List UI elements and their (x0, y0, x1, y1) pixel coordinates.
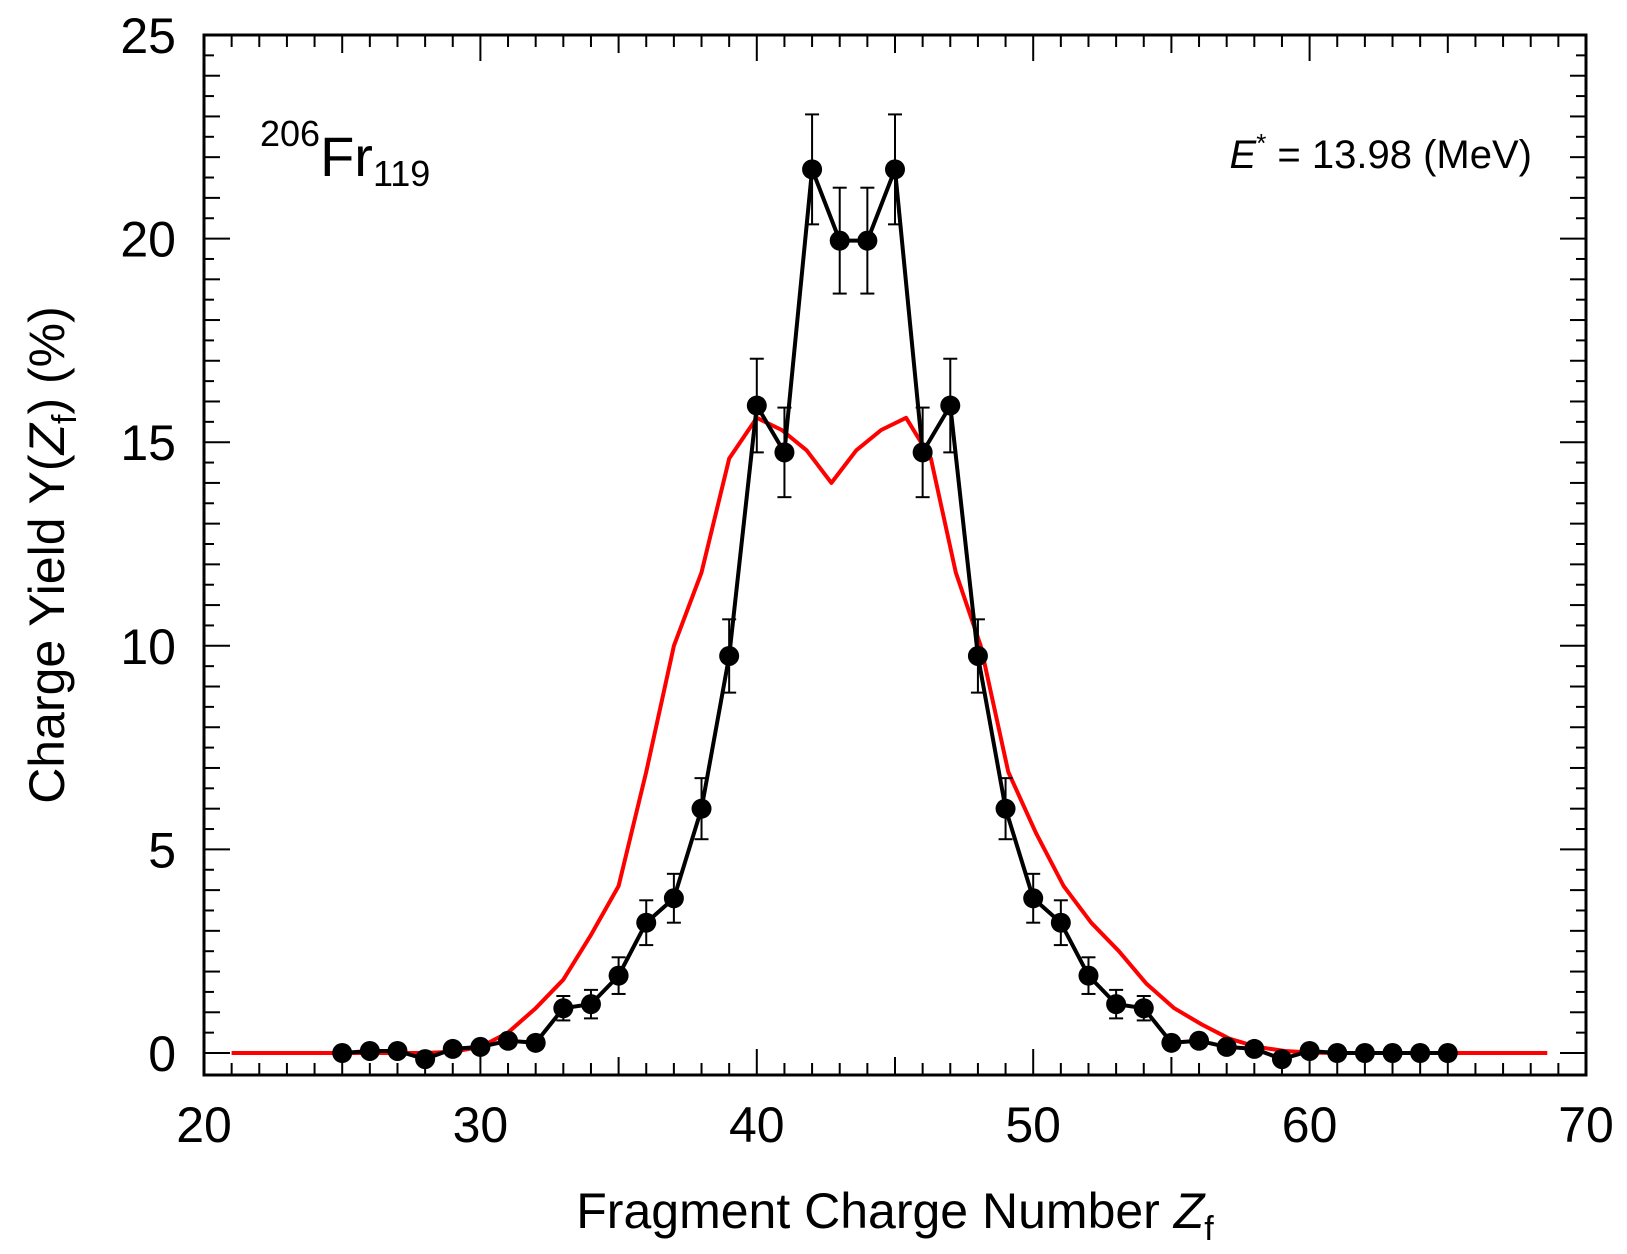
y-tick-label: 20 (120, 212, 176, 268)
data-point (498, 1030, 519, 1051)
data-point (829, 230, 850, 251)
data-point (663, 888, 684, 909)
data-point (1327, 1043, 1348, 1063)
data-point (691, 798, 712, 819)
tick-labels: 20 30 40 50 60 70 0 5 10 15 20 25 (120, 8, 1613, 1153)
nucleus-label: 206Fr119 (260, 113, 430, 194)
data-point (553, 998, 574, 1019)
data-line (342, 167, 1448, 1062)
data-point (442, 1038, 463, 1059)
data-series (332, 113, 1458, 1070)
data-point (1271, 1049, 1292, 1070)
data-point (967, 645, 988, 666)
data-point (415, 1049, 436, 1070)
y-tick-label: 15 (120, 415, 176, 471)
data-point (1133, 998, 1154, 1019)
x-tick-label: 20 (176, 1097, 232, 1153)
x-axis-title: Fragment Charge Number Zf (576, 1183, 1214, 1248)
data-point (1382, 1043, 1403, 1063)
y-tick-label: 25 (120, 8, 176, 64)
data-point (1078, 965, 1099, 986)
x-tick-label: 40 (729, 1097, 785, 1153)
data-point (608, 965, 629, 986)
data-point (746, 395, 767, 416)
data-point (857, 230, 878, 251)
data-point (719, 645, 740, 666)
data-point (774, 442, 795, 463)
data-point (995, 798, 1016, 819)
excitation-energy-label: E* = 13.98 (MeV) (1230, 128, 1533, 177)
data-point (1189, 1030, 1210, 1051)
y-tick-label: 0 (148, 1026, 176, 1082)
data-point (359, 1040, 380, 1061)
data-point (1437, 1043, 1458, 1063)
data-point (332, 1043, 353, 1063)
data-point (1023, 888, 1044, 909)
axis-ticks (203, 34, 1587, 1075)
data-point (1244, 1038, 1265, 1059)
x-tick-label: 70 (1558, 1097, 1614, 1153)
data-point (636, 912, 657, 933)
data-point (387, 1040, 408, 1061)
data-point (1050, 912, 1071, 933)
data-point (1410, 1043, 1431, 1063)
data-point (470, 1036, 491, 1057)
data-point (885, 159, 905, 180)
y-axis-title: Charge Yield Y(Zf) (%) (19, 306, 84, 804)
data-point (940, 395, 961, 416)
data-point (912, 442, 933, 463)
data-point (580, 994, 601, 1015)
data-point (1161, 1032, 1182, 1053)
y-tick-label: 5 (148, 822, 176, 878)
data-point (1216, 1036, 1237, 1057)
model-curve (231, 415, 1548, 1055)
data-point (525, 1032, 546, 1053)
data-point (1299, 1040, 1320, 1061)
data-point (802, 159, 823, 180)
x-tick-label: 30 (453, 1097, 509, 1153)
data-point (1106, 994, 1127, 1015)
x-tick-label: 50 (1005, 1097, 1061, 1153)
data-point (1354, 1043, 1375, 1063)
model-curve-line (231, 415, 1548, 1055)
y-tick-label: 10 (120, 619, 176, 675)
x-tick-label: 60 (1282, 1097, 1338, 1153)
